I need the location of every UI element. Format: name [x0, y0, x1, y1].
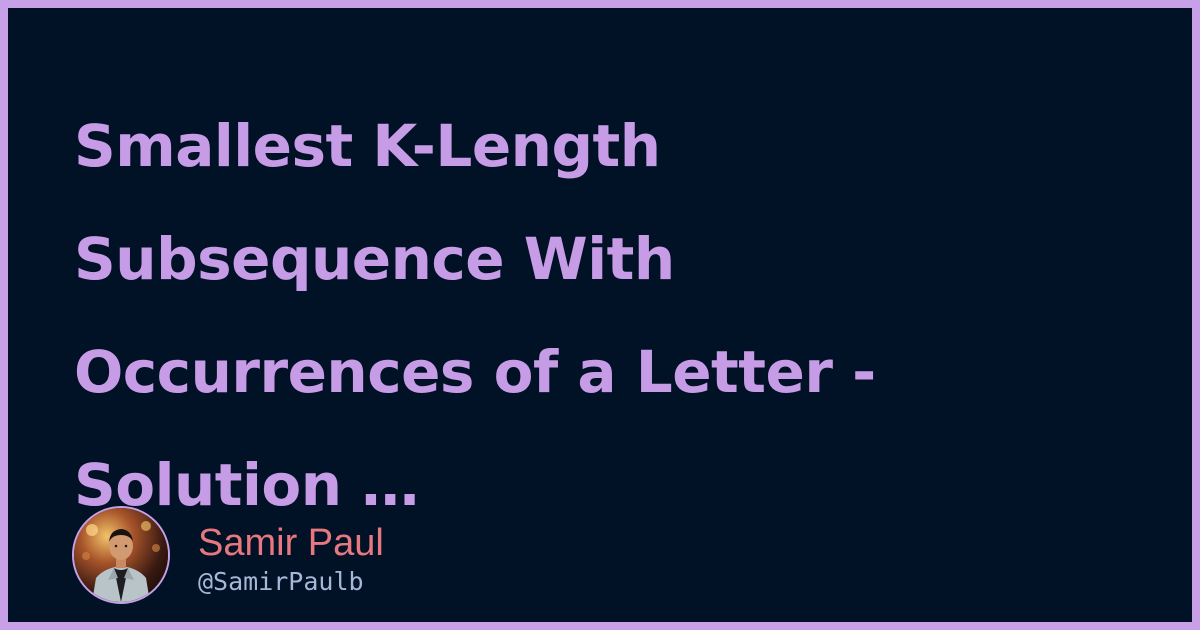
post-title-line: Subsequence With	[74, 225, 675, 293]
author-handle: @SamirPaulb	[198, 567, 364, 596]
author-name: Samir Paul	[198, 522, 384, 564]
author-photo-icon	[74, 508, 168, 602]
author-avatar	[72, 506, 170, 604]
post-title-line: Occurrences of a Letter -	[74, 338, 876, 406]
post-title: Smallest K-Length Subsequence With Occur…	[74, 90, 1154, 542]
post-title-line: Smallest K-Length	[74, 112, 661, 180]
social-card: Smallest K-Length Subsequence With Occur…	[8, 8, 1192, 622]
